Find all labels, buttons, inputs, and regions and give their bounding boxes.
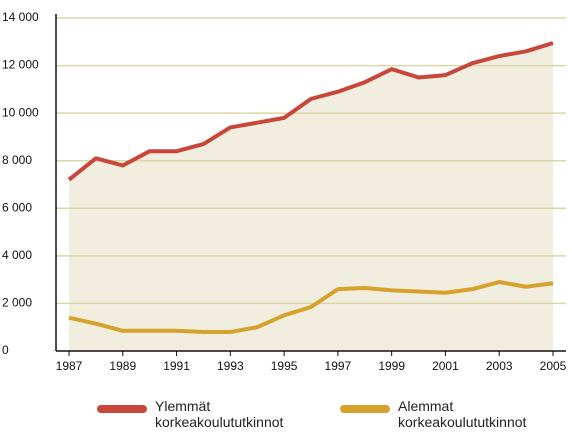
x-tick-label: 1999 [378, 359, 405, 373]
y-tick-label: 14 000 [2, 10, 39, 24]
x-tick-label: 1997 [325, 359, 352, 373]
y-tick-label: 0 [2, 343, 9, 357]
y-tick-label: 4 000 [2, 248, 32, 262]
chart: 0 2 000 4 000 6 000 8 000 10 000 12 000 14 000 1… [2, 10, 567, 373]
x-tick-label: 2005 [540, 359, 567, 373]
area [69, 42, 553, 351]
y-tick-label: 2 000 [2, 296, 32, 310]
legend-label: Alemmat korkeakoulututkinnot [398, 398, 527, 430]
legend-swatch [97, 405, 147, 413]
x-tick-label: 1991 [163, 359, 190, 373]
y-tick-label: 6 000 [2, 200, 32, 214]
x-tick-label: 1987 [56, 359, 83, 373]
legend-label: Ylemmät korkeakoulututkinnot [155, 398, 284, 430]
legend-swatch [340, 405, 390, 413]
series-line [68, 280, 554, 334]
x-tick-label: 1989 [109, 359, 136, 373]
x-tick-label: 1995 [271, 359, 298, 373]
series-line [67, 41, 554, 182]
y-tick-label: 12 000 [2, 58, 39, 72]
x-tick-label: 2003 [486, 359, 513, 373]
y-tick-label: 10 000 [2, 105, 39, 119]
x-tick-label: 2001 [432, 359, 459, 373]
y-tick-label: 8 000 [2, 153, 32, 167]
x-tick-label: 1993 [217, 359, 244, 373]
